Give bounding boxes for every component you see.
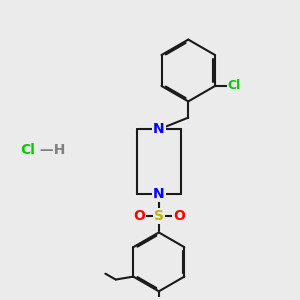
Text: N: N [153,187,165,201]
Text: O: O [173,209,185,223]
Text: —H: —H [35,143,65,157]
Text: O: O [133,209,145,223]
Text: S: S [154,209,164,223]
Text: N: N [153,122,165,136]
Text: Cl: Cl [228,80,241,92]
Text: Cl: Cl [20,143,35,157]
